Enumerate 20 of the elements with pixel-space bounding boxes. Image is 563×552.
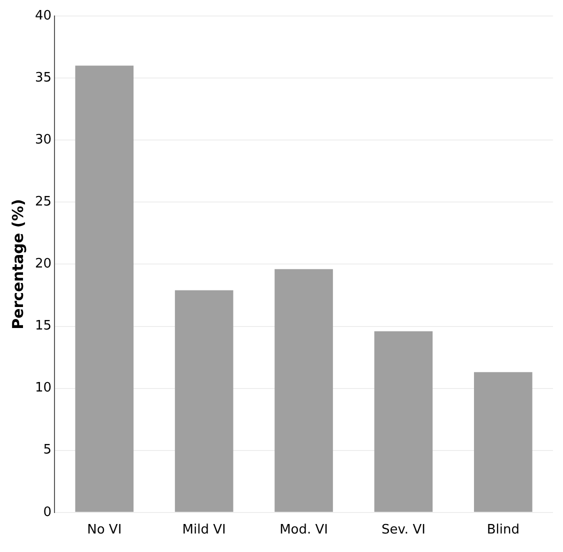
y-tick-label: 30: [34, 132, 52, 148]
x-tick-label: Mod. VI: [280, 522, 328, 538]
bar: [474, 372, 532, 512]
x-tick-label: Blind: [486, 522, 520, 538]
y-tick-label: 15: [34, 318, 52, 334]
y-tick-label: 10: [34, 380, 52, 396]
x-tick-label: Sev. VI: [381, 522, 426, 538]
x-tick-label: No VI: [87, 522, 122, 538]
y-tick-label: 40: [34, 8, 52, 24]
y-tick-label: 0: [43, 504, 52, 520]
y-tick-label: 20: [34, 256, 52, 272]
y-tick-label: 35: [34, 70, 52, 86]
bar: [174, 290, 234, 512]
bar: [374, 331, 433, 512]
y-axis-title: Percentage (%): [8, 198, 27, 330]
x-tick-label: Mild VI: [182, 522, 226, 538]
y-tick-label: 5: [43, 442, 52, 458]
bar: [274, 269, 333, 512]
bar: [75, 66, 134, 512]
y-tick-label: 25: [34, 194, 52, 210]
